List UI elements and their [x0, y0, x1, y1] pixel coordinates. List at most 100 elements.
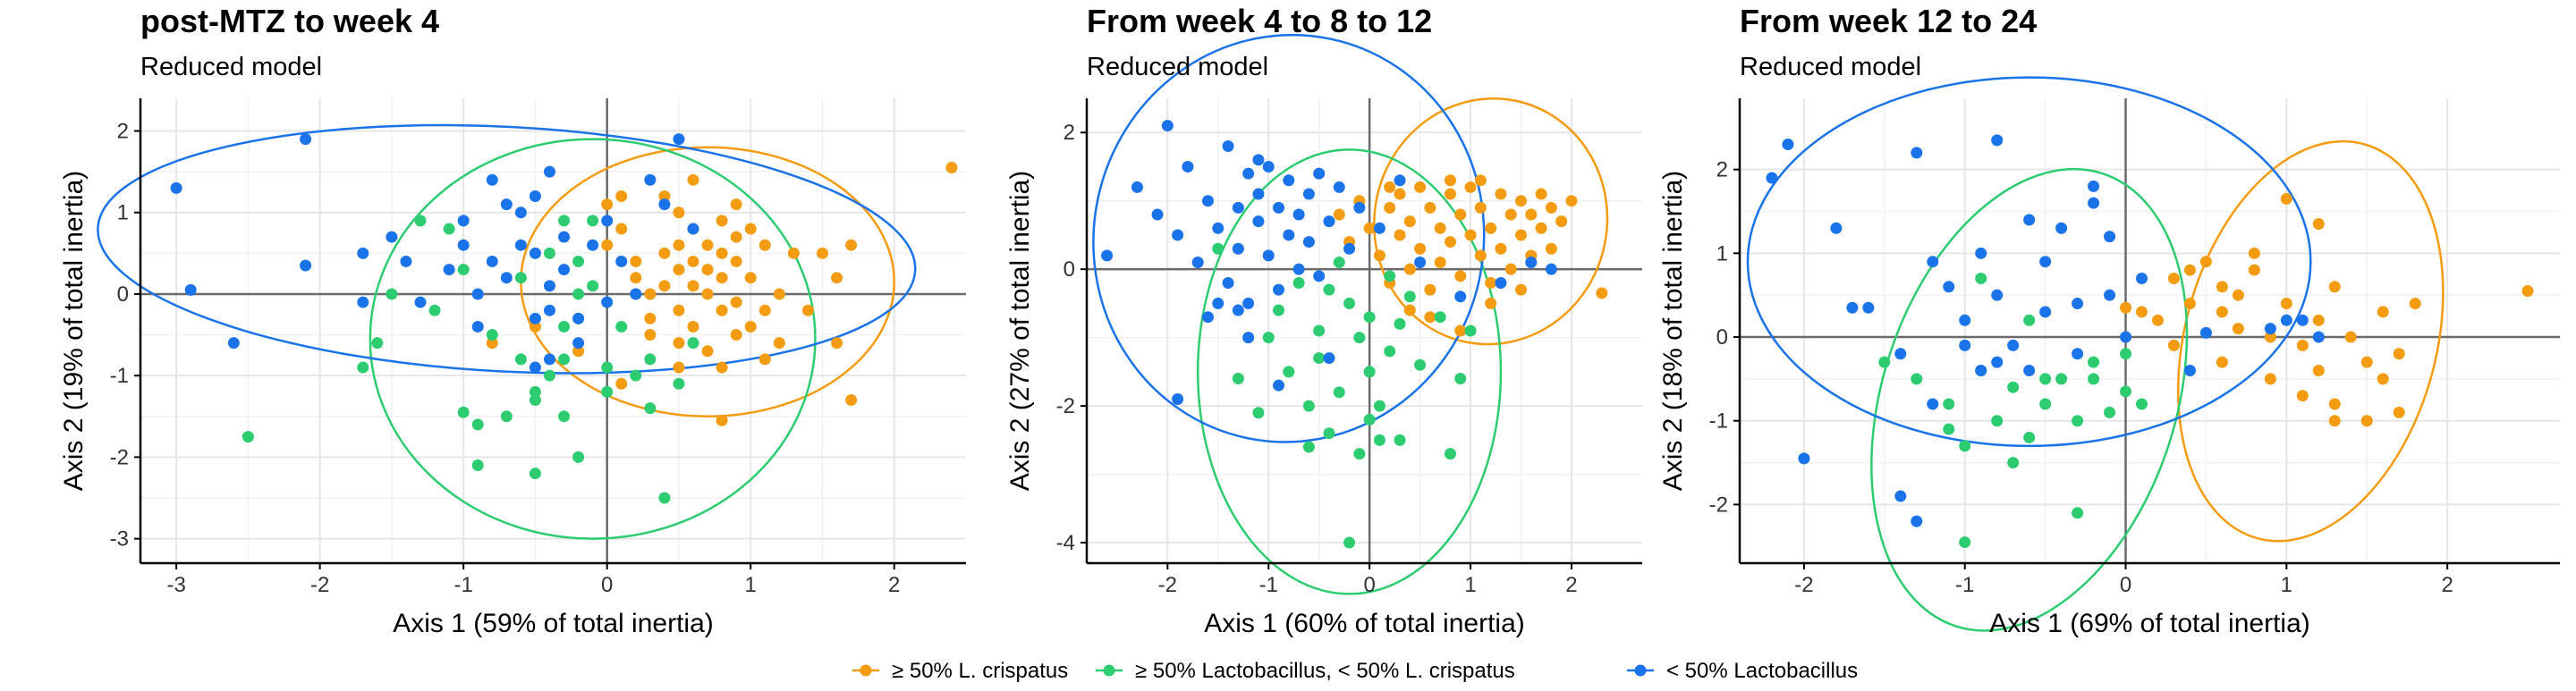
data-point — [1252, 215, 1265, 228]
data-point — [601, 385, 614, 398]
data-point — [1343, 536, 1356, 549]
data-point — [514, 353, 527, 366]
data-point — [572, 337, 585, 350]
data-point — [2167, 339, 2180, 351]
data-point — [2039, 256, 2052, 268]
data-point — [831, 337, 843, 350]
data-point — [386, 231, 398, 243]
data-point — [1991, 415, 2004, 427]
confidence-ellipse-group-2 — [1870, 167, 2189, 632]
data-point — [630, 369, 642, 382]
data-point — [1172, 229, 1184, 241]
data-point — [716, 361, 728, 374]
data-point — [587, 280, 599, 292]
data-point — [1545, 201, 1557, 214]
data-point — [1535, 222, 1547, 234]
data-point — [500, 198, 513, 211]
data-point — [1975, 365, 1987, 377]
data-point — [1232, 201, 1244, 214]
x-tick-label: 0 — [1363, 573, 1375, 597]
data-point — [457, 239, 470, 251]
data-point — [529, 320, 541, 333]
y-tick-label: -1 — [1709, 409, 1728, 434]
data-point — [514, 206, 527, 219]
data-point — [758, 353, 771, 366]
data-point — [1846, 301, 1859, 314]
data-point — [2023, 365, 2036, 377]
data-point — [471, 288, 484, 300]
confidence-ellipse-group-1 — [1373, 97, 1609, 346]
data-point — [701, 239, 714, 251]
data-point — [1434, 222, 1446, 234]
y-tick-label: -1 — [110, 364, 129, 388]
data-point — [1394, 434, 1406, 446]
data-point — [2072, 507, 2084, 519]
data-point — [730, 255, 742, 267]
data-point — [1782, 139, 1794, 151]
data-point — [414, 296, 427, 308]
data-point — [1252, 154, 1265, 166]
data-point — [2232, 289, 2244, 301]
data-point — [1252, 407, 1265, 419]
data-point — [601, 361, 614, 374]
data-point — [357, 247, 369, 259]
y-tick-label: -2 — [1056, 394, 1075, 418]
data-point — [2328, 415, 2341, 427]
data-point — [529, 361, 541, 374]
data-point — [1201, 195, 1214, 207]
data-point — [2039, 373, 2052, 385]
data-point — [816, 247, 828, 259]
data-point — [1525, 257, 1538, 269]
data-point — [2312, 365, 2325, 377]
data-point — [457, 264, 470, 276]
data-point — [1454, 291, 1467, 303]
data-point — [2183, 365, 2196, 377]
data-point — [1222, 140, 1234, 153]
chart-subtitle: Reduced model — [140, 53, 322, 81]
data-point — [2296, 390, 2309, 402]
data-point — [658, 280, 671, 292]
data-point — [615, 255, 628, 267]
series-3 — [1766, 134, 2325, 527]
data-point — [2360, 356, 2373, 368]
data-point — [1363, 413, 1376, 426]
data-point — [184, 283, 197, 296]
data-point — [2072, 298, 2084, 310]
data-point — [1464, 229, 1477, 241]
data-point — [2216, 356, 2228, 368]
y-tick-label: 0 — [1716, 325, 1728, 350]
data-point — [630, 272, 642, 284]
data-point — [1545, 263, 1557, 275]
data-point — [1373, 222, 1385, 234]
data-point — [1384, 181, 1396, 193]
data-point — [1232, 373, 1244, 385]
data-point — [572, 345, 585, 358]
data-point — [2023, 314, 2036, 326]
data-point — [486, 173, 498, 186]
data-point — [2216, 281, 2228, 293]
data-point — [1434, 257, 1446, 269]
data-point — [1495, 188, 1507, 200]
data-point — [2104, 289, 2116, 301]
data-point — [1444, 174, 1456, 187]
data-point — [1414, 257, 1427, 269]
data-point — [1363, 366, 1376, 378]
confidence-ellipse-group-3 — [1746, 76, 2312, 448]
data-point — [658, 492, 671, 504]
data-point — [529, 385, 541, 398]
data-point — [644, 173, 657, 186]
data-point — [1172, 392, 1184, 405]
data-point — [1323, 352, 1335, 365]
data-point — [630, 288, 642, 300]
data-point — [1363, 311, 1376, 324]
x-tick-label: 0 — [2120, 573, 2131, 597]
data-point — [630, 255, 642, 267]
data-point — [500, 410, 513, 423]
chart-panel-2: -2 -1 0 1 2 -4 -2 0 2 From week 4 to 8 to 12 Reduc… — [1005, 3, 1642, 638]
data-point — [514, 239, 527, 251]
data-point — [2136, 272, 2148, 284]
chart-panel-1: -3 -2 -1 0 1 2 -3 -2 -1 0 1 2 post-MTZ to week 4 Redu… — [59, 3, 966, 638]
data-point — [1232, 304, 1244, 316]
data-point — [1302, 188, 1315, 200]
